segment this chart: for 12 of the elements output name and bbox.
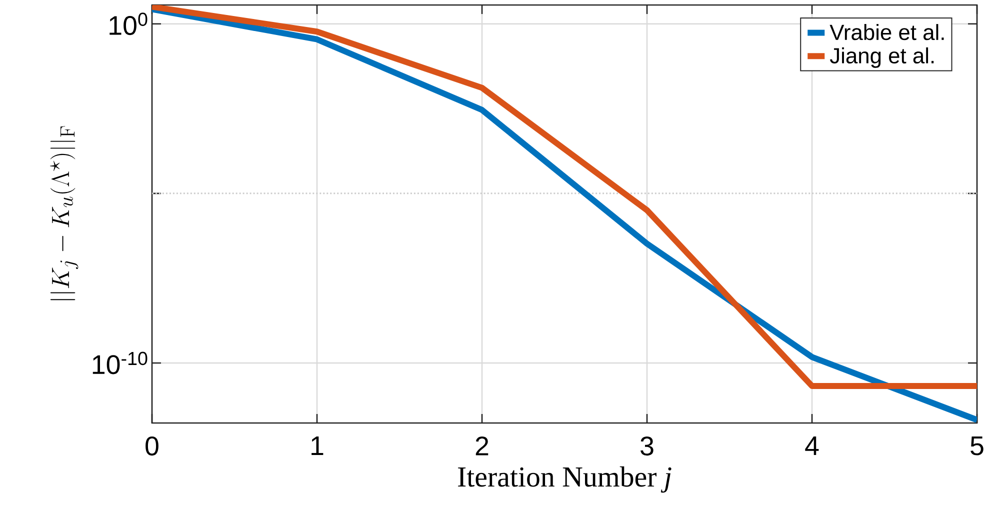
x-tick-label: 4 xyxy=(805,436,819,456)
x-tick-label: 0 xyxy=(146,436,158,456)
x-tick-label: 1 xyxy=(312,436,324,456)
x-tick-label: 5 xyxy=(970,436,984,456)
legend-label: Vrabie et al. xyxy=(830,24,944,40)
x-axis-title: Iteration Numberj xyxy=(458,466,672,493)
x-tick-label: 2 xyxy=(476,436,488,456)
y-tick-label: 10$^{-10}$ xyxy=(92,352,148,374)
y-tick-label: 10$^{0}$ xyxy=(110,12,148,36)
x-tick-label: 3 xyxy=(640,436,654,456)
legend-label: Jiang et al. xyxy=(830,47,934,68)
y-axis-title: $||K_j - K_u(\Lambda^\star)||_{\mathrm{F}}$ xyxy=(50,126,78,300)
